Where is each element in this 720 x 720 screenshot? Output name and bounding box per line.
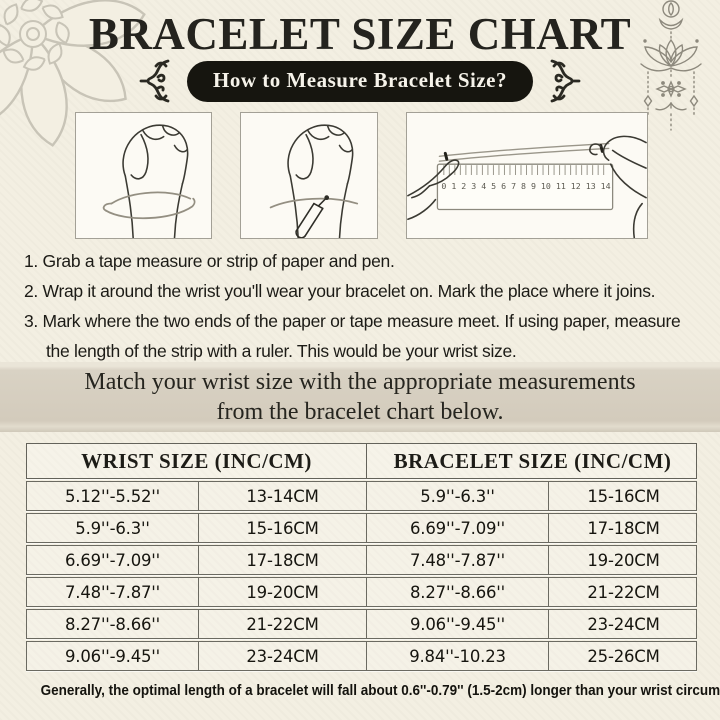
pen-marking-wrist-illustration xyxy=(269,124,359,239)
size-cell: 5.12''-5.52'' xyxy=(65,486,160,506)
instruction-step-3: 3. Mark where the two ends of the paper … xyxy=(24,311,681,362)
table-row: 9.06''-9.45'' 23-24CM 9.84''-10.23 25-26… xyxy=(26,641,697,671)
size-cell: 8.27''-8.66'' xyxy=(65,614,160,634)
size-cell: 5.9''-6.3'' xyxy=(366,482,548,510)
how-to-measure-button[interactable]: How to Measure Bracelet Size? xyxy=(186,60,534,102)
table-row: 8.27''-8.66'' 21-22CM 9.06''-9.45'' 23-2… xyxy=(26,609,697,639)
step1-illustration-box xyxy=(75,112,212,239)
banner-line-2: from the bracelet chart below. xyxy=(216,399,504,425)
tape-around-wrist-illustration xyxy=(102,124,196,239)
step3-illustration-box: 0 1 2 3 4 5 6 7 8 9 10 11 12 13 14 xyxy=(406,112,648,239)
size-cell: 23-24CM xyxy=(548,610,698,638)
how-to-measure-row: How to Measure Bracelet Size? xyxy=(0,58,720,104)
ruler-numbers: 0 1 2 3 4 5 6 7 8 9 10 11 12 13 14 xyxy=(441,181,610,191)
table-row: 7.48''-7.87'' 19-20CM 8.27''-8.66'' 21-2… xyxy=(26,577,697,607)
ruler-measuring-illustration: 0 1 2 3 4 5 6 7 8 9 10 11 12 13 14 xyxy=(407,135,647,239)
size-cell: 9.06''-9.45'' xyxy=(366,610,548,638)
match-size-banner: Match your wrist size with the appropria… xyxy=(0,362,720,432)
size-cell: 9.84''-10.23 xyxy=(366,642,548,670)
table-row: 5.9''-6.3'' 15-16CM 6.69''-7.09'' 17-18C… xyxy=(26,513,697,543)
instruction-step-1: 1. Grab a tape measure or strip of paper… xyxy=(24,251,395,271)
size-cell: 6.69''-7.09'' xyxy=(65,550,160,570)
footnote-text: Generally, the optimal length of a brace… xyxy=(40,682,720,699)
size-cell: 9.06''-9.45'' xyxy=(65,646,160,666)
size-cell: 15-16CM xyxy=(198,514,366,542)
size-cell: 7.48''-7.87'' xyxy=(366,546,548,574)
instruction-step-2: 2. Wrap it around the wrist you'll wear … xyxy=(24,281,656,302)
size-cell: 23-24CM xyxy=(198,642,366,670)
size-cell: 25-26CM xyxy=(548,642,698,670)
size-cell: 19-20CM xyxy=(198,578,366,606)
size-cell: 15-16CM xyxy=(548,482,698,510)
footnote: Generally, the optimal length of a brace… xyxy=(0,682,720,700)
size-cell: 21-22CM xyxy=(548,578,698,606)
size-cell: 17-18CM xyxy=(198,546,366,574)
table-row: 5.12''-5.52'' 13-14CM 5.9''-6.3'' 15-16C… xyxy=(26,481,697,511)
table-row: 6.69''-7.09'' 17-18CM 7.48''-7.87'' 19-2… xyxy=(26,545,697,575)
size-cell: 21-22CM xyxy=(198,610,366,638)
page-title: BRACELET SIZE CHART xyxy=(88,9,632,59)
size-cell: 8.27''-8.66'' xyxy=(366,578,548,606)
wrist-size-header: WRIST SIZE (INC/CM) xyxy=(81,448,312,473)
size-conversion-table: WRIST SIZE (INC/CM) BRACELET SIZE (INC/C… xyxy=(26,443,697,671)
size-cell: 7.48''-7.87'' xyxy=(65,582,160,602)
flourish-right-icon xyxy=(550,59,581,103)
step2-illustration-box xyxy=(240,112,378,239)
size-cell: 13-14CM xyxy=(198,482,366,510)
bracelet-size-header: BRACELET SIZE (INC/CM) xyxy=(366,444,698,478)
size-cell: 17-18CM xyxy=(548,514,698,542)
flourish-left-icon xyxy=(139,59,170,103)
size-cell: 5.9''-6.3'' xyxy=(75,518,150,538)
banner-line-1: Match your wrist size with the appropria… xyxy=(84,368,636,395)
size-cell: 19-20CM xyxy=(548,546,698,574)
measurement-instructions: 1. Grab a tape measure or strip of paper… xyxy=(24,246,700,366)
table-header-row: WRIST SIZE (INC/CM) BRACELET SIZE (INC/C… xyxy=(26,443,697,479)
size-cell: 6.69''-7.09'' xyxy=(366,514,548,542)
